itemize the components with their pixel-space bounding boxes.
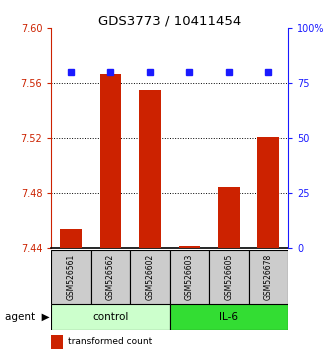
- Bar: [169, 250, 209, 304]
- Text: GSM526603: GSM526603: [185, 254, 194, 300]
- Text: GSM526605: GSM526605: [224, 254, 233, 300]
- Bar: [178, 246, 200, 248]
- Bar: [169, 304, 288, 330]
- Text: control: control: [92, 312, 129, 322]
- Bar: [51, 250, 91, 304]
- Bar: [218, 187, 240, 248]
- Text: GSM526602: GSM526602: [145, 254, 155, 300]
- Bar: [91, 250, 130, 304]
- Text: transformed count: transformed count: [68, 337, 152, 346]
- Bar: [51, 304, 169, 330]
- Bar: [209, 250, 249, 304]
- Bar: [258, 137, 279, 248]
- Text: GSM526678: GSM526678: [264, 254, 273, 300]
- Bar: [100, 74, 121, 248]
- Bar: [139, 90, 161, 248]
- Bar: [249, 250, 288, 304]
- Text: IL-6: IL-6: [219, 312, 238, 322]
- Title: GDS3773 / 10411454: GDS3773 / 10411454: [98, 14, 241, 27]
- Text: GSM526562: GSM526562: [106, 254, 115, 300]
- Bar: [60, 229, 82, 248]
- Text: agent  ▶: agent ▶: [5, 312, 50, 322]
- Text: GSM526561: GSM526561: [67, 254, 75, 300]
- Bar: [130, 250, 169, 304]
